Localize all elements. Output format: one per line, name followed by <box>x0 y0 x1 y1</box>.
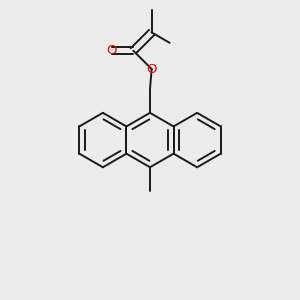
Text: O: O <box>106 44 117 57</box>
Text: O: O <box>146 62 157 76</box>
